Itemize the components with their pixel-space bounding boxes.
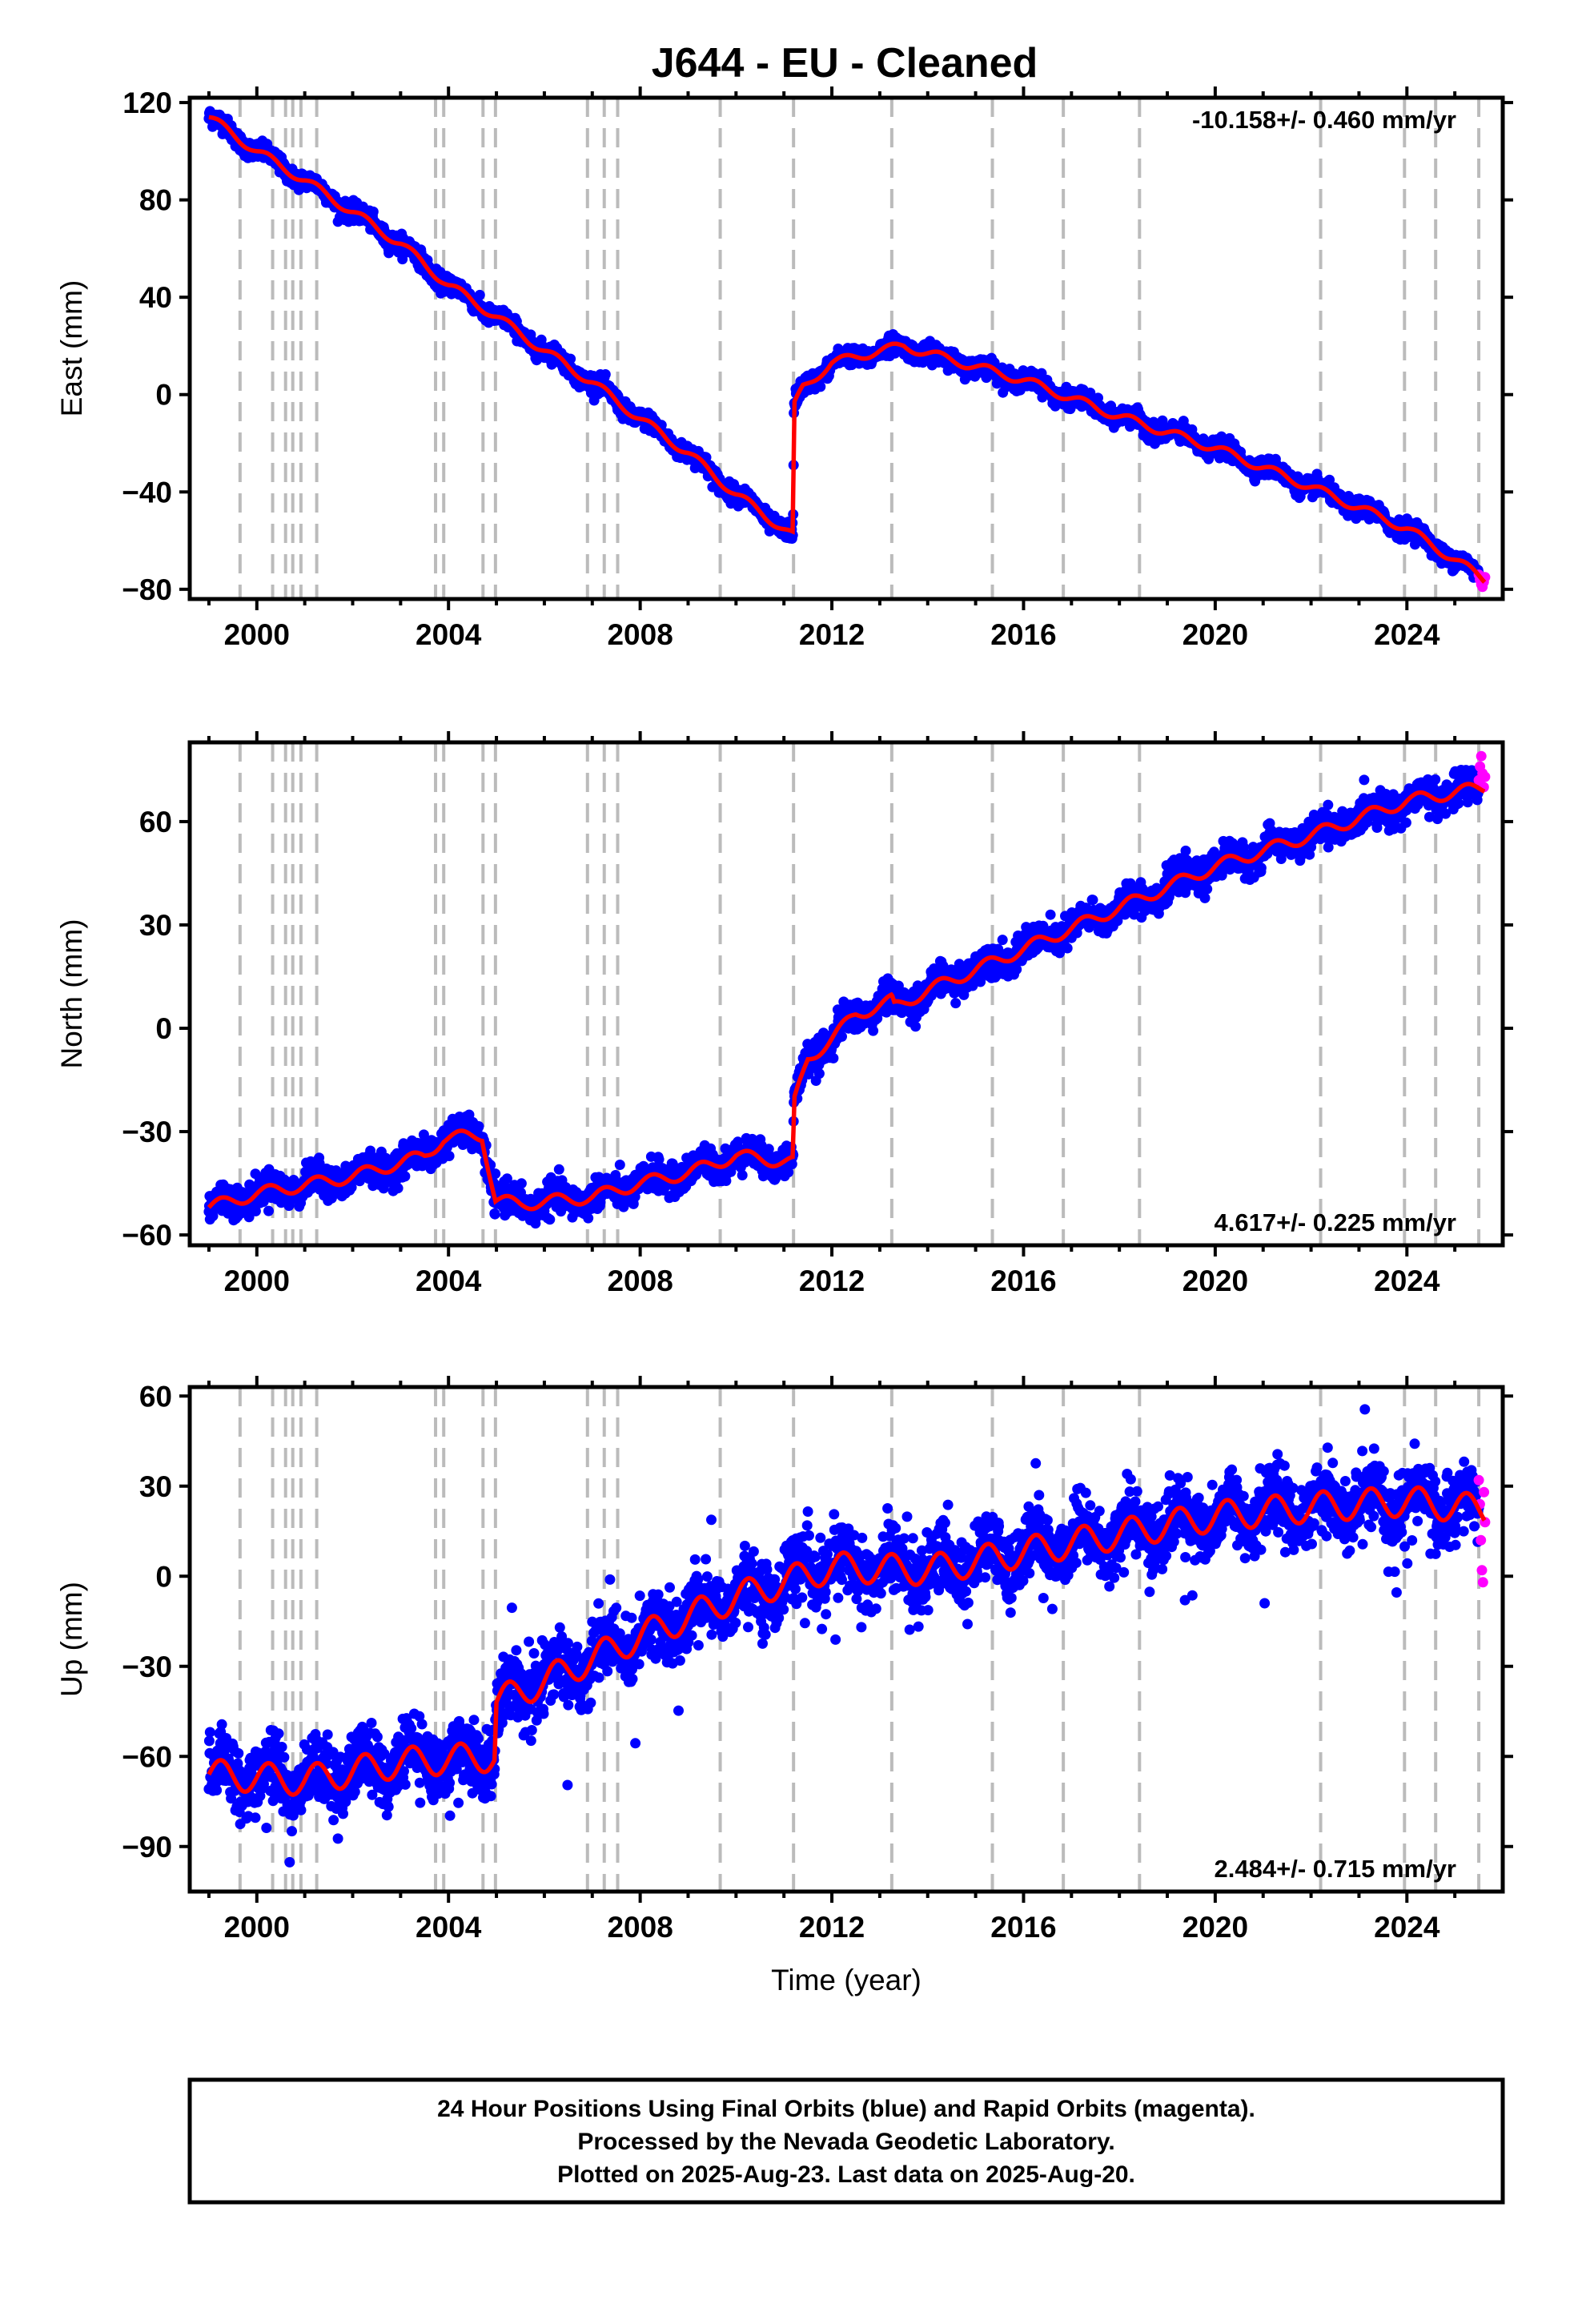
chart-title: J644 - EU - Cleaned xyxy=(652,40,1038,86)
y-tick-label: −40 xyxy=(122,476,172,509)
final-orbit-point xyxy=(444,1151,455,1161)
final-orbit-point xyxy=(553,1164,564,1175)
final-orbit-point xyxy=(367,206,379,217)
final-orbit-point xyxy=(474,289,485,300)
east-rate-label: -10.158+/- 0.460 mm/yr xyxy=(1192,106,1456,134)
final-orbit-point xyxy=(614,1160,625,1170)
final-orbit-point xyxy=(516,1178,527,1189)
y-tick-label: 0 xyxy=(155,379,172,412)
east-y-axis-label: East (mm) xyxy=(55,280,88,417)
x-tick-label: 2024 xyxy=(1374,618,1440,651)
x-tick-label: 2004 xyxy=(416,618,482,651)
final-orbit-point xyxy=(263,1205,274,1216)
final-orbit-point xyxy=(207,1210,219,1221)
y-tick-label: −80 xyxy=(122,573,172,606)
y-tick-label: 80 xyxy=(139,184,172,217)
y-tick-label: 40 xyxy=(139,281,172,314)
final-orbit-point xyxy=(392,1183,404,1194)
final-orbit-point xyxy=(397,254,408,265)
final-orbit-point xyxy=(489,1208,500,1220)
final-orbit-point xyxy=(600,369,611,380)
final-orbit-point xyxy=(583,1212,594,1224)
x-tick-label: 2008 xyxy=(607,618,673,651)
east-final-orbit-points xyxy=(203,106,1484,583)
final-orbit-point xyxy=(815,381,826,392)
x-tick-label: 2020 xyxy=(1182,618,1248,651)
final-orbit-point xyxy=(400,1171,411,1182)
x-tick-label: 2000 xyxy=(224,618,290,651)
north-final-orbit-points xyxy=(203,765,1484,1229)
final-orbit-point xyxy=(473,1121,484,1132)
east-panel: 120 80 40 0 −40 −80 2000 2004 2008 2012 2016 2020 20… xyxy=(55,86,1513,651)
final-orbit-point xyxy=(1157,415,1168,426)
final-orbit-point xyxy=(544,1214,556,1225)
x-tick-label: 2012 xyxy=(799,618,865,651)
x-tick-label: 2016 xyxy=(990,618,1056,651)
y-tick-label: 120 xyxy=(122,86,172,119)
final-orbit-point xyxy=(565,353,576,364)
